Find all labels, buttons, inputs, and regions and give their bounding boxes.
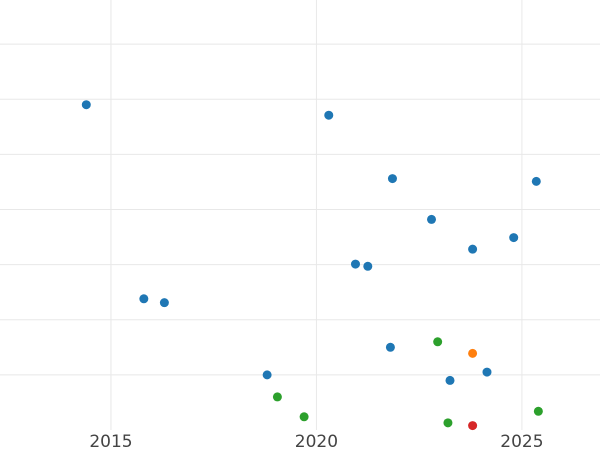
data-point [299, 412, 309, 422]
x-tick-labels: 2015 2020 2025 [89, 432, 543, 450]
data-point [272, 392, 282, 402]
data-point [433, 337, 443, 347]
x-tick-label: 2020 [295, 432, 338, 450]
data-point [468, 348, 478, 358]
data-point [509, 233, 519, 243]
data-point [531, 176, 541, 186]
x-tick-label: 2015 [89, 432, 132, 450]
data-point [468, 244, 478, 254]
data-points [81, 100, 543, 431]
data-point [350, 259, 360, 269]
data-point [482, 367, 492, 377]
data-point [468, 421, 478, 431]
data-point [159, 298, 169, 308]
data-point [427, 214, 437, 224]
data-point [363, 261, 373, 271]
data-point [324, 110, 334, 120]
data-point [533, 406, 543, 416]
data-point [385, 342, 395, 352]
data-point [262, 370, 272, 380]
x-tick-label: 2025 [500, 432, 543, 450]
data-point [139, 294, 149, 304]
data-point [81, 100, 91, 110]
data-point [387, 174, 397, 184]
data-point [443, 418, 453, 428]
data-point [445, 375, 455, 385]
grid-layer [0, 0, 600, 430]
